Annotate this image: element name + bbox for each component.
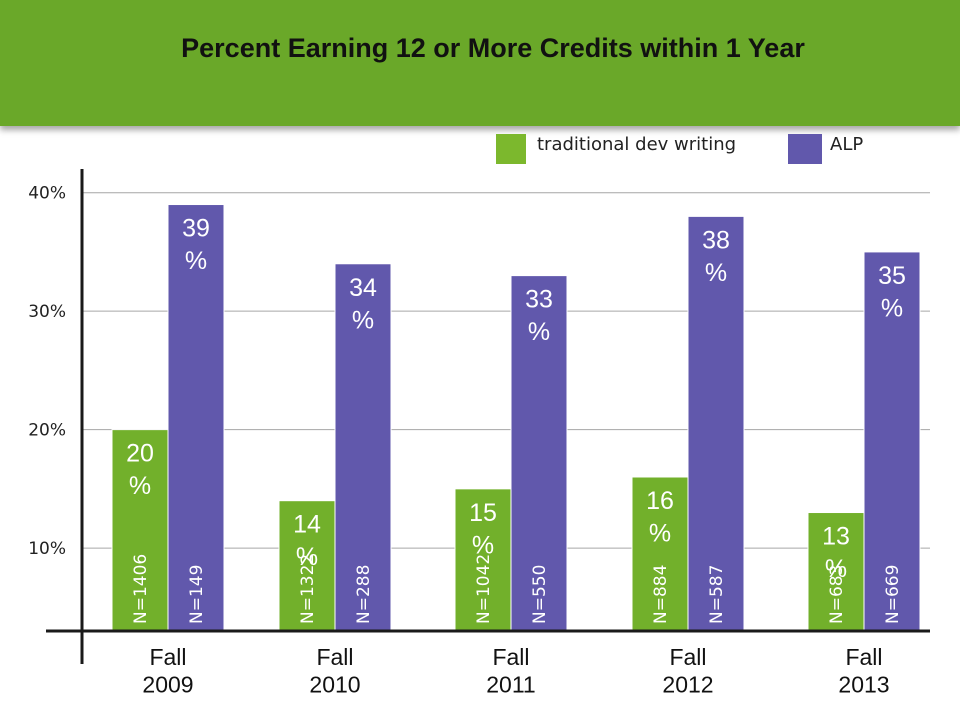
data-label: 33%	[525, 286, 553, 347]
title-banner	[0, 0, 960, 126]
legend-label-traditional: traditional dev writing	[537, 134, 737, 155]
x-tick-label: Fall 2013	[838, 644, 889, 698]
y-tick-label: 20%	[28, 421, 66, 441]
legend-swatch-traditional	[496, 134, 526, 164]
bar	[807, 512, 865, 632]
n-label: N=288	[354, 565, 374, 624]
n-label: N=587	[707, 565, 727, 624]
legend-label-alp: ALP	[830, 134, 864, 155]
data-label: 13%	[822, 523, 850, 584]
bar	[278, 500, 336, 632]
legend-swatch-alp	[788, 134, 822, 164]
x-tick-label: Fall 2009	[142, 644, 193, 698]
n-label: N=683	[827, 565, 847, 624]
x-tick-label: Fall 2012	[662, 644, 713, 698]
data-label: 35%	[878, 262, 906, 323]
bar	[334, 263, 392, 632]
n-label: N=1406	[131, 554, 151, 624]
x-tick-label: Fall 2010	[309, 644, 360, 698]
data-label: 34%	[349, 274, 377, 335]
bar	[510, 275, 568, 632]
data-label: 20%	[126, 440, 154, 501]
n-label: N=669	[883, 565, 903, 624]
n-label: N=149	[187, 565, 207, 624]
data-label: 38%	[702, 226, 730, 287]
data-label: 15%	[469, 499, 497, 560]
bar	[863, 251, 921, 632]
data-label: 14%	[293, 511, 321, 572]
y-tick-label: 30%	[28, 302, 66, 322]
bar	[687, 215, 745, 632]
chart-title: Percent Earning 12 or More Credits withi…	[181, 33, 805, 63]
n-label: N=884	[651, 565, 671, 624]
x-tick-label: Fall 2011	[486, 644, 535, 698]
bar	[167, 204, 225, 632]
data-label: 16%	[646, 487, 674, 548]
n-label: N=1042	[474, 554, 494, 624]
y-tick-label: 10%	[28, 539, 66, 559]
data-label: 39%	[182, 215, 210, 275]
n-label: N=550	[530, 565, 550, 624]
y-tick-label: 40%	[28, 184, 66, 204]
n-label: N=1322	[298, 554, 318, 624]
